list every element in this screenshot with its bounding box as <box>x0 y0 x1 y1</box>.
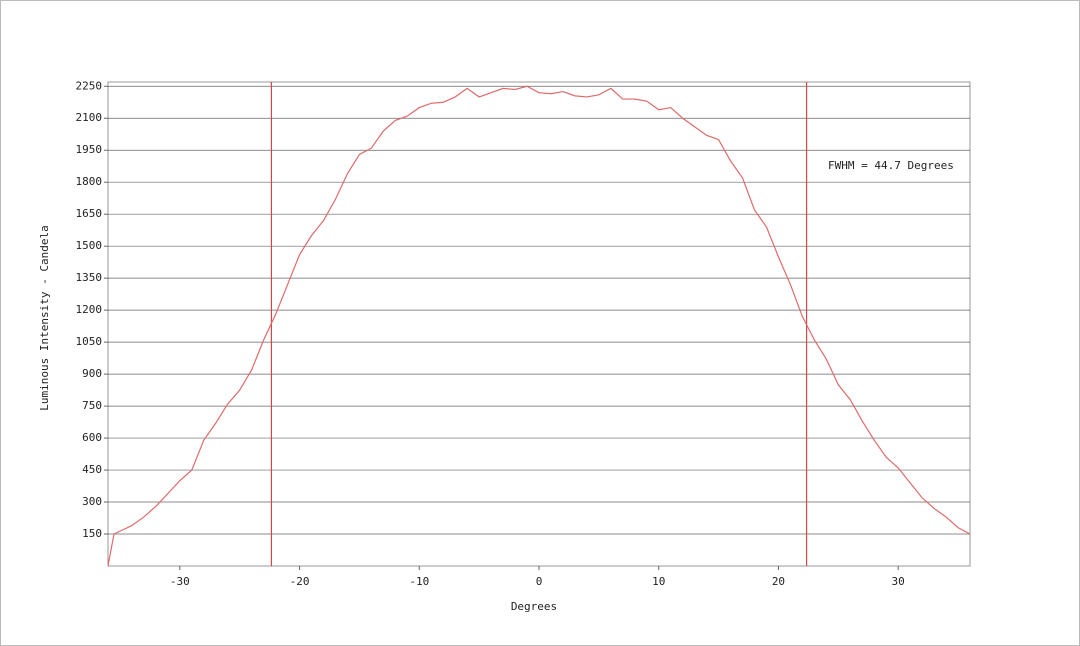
y-tick-label: 2250 <box>76 79 103 92</box>
plot-area <box>107 81 971 567</box>
x-tick-label: 10 <box>652 575 665 588</box>
x-tick-label: -10 <box>409 575 429 588</box>
x-tick-label: -20 <box>290 575 310 588</box>
data-line <box>107 85 971 567</box>
y-tick-label: 150 <box>82 527 102 540</box>
x-tick-label: 0 <box>536 575 543 588</box>
y-tick-label: 1650 <box>76 207 103 220</box>
y-tick-label: 450 <box>82 463 102 476</box>
y-tick-label: 1050 <box>76 335 103 348</box>
y-tick-label: 1200 <box>76 303 103 316</box>
x-tick-label: 30 <box>892 575 905 588</box>
y-axis-label: Luminous Intensity - Candela <box>38 225 51 410</box>
y-tick-label: 1800 <box>76 175 103 188</box>
y-tick-label: 1950 <box>76 143 103 156</box>
y-tick-label: 900 <box>82 367 102 380</box>
x-tick-label: -30 <box>170 575 190 588</box>
y-tick-label: 1350 <box>76 271 103 284</box>
x-tick-label: 20 <box>772 575 785 588</box>
x-axis-label: Degrees <box>511 600 557 613</box>
y-tick-label: 600 <box>82 431 102 444</box>
y-tick-label: 1500 <box>76 239 103 252</box>
annotation: FWHM = 44.7 Degrees <box>828 159 954 172</box>
y-tick-label: 750 <box>82 399 102 412</box>
y-tick-label: 2100 <box>76 111 103 124</box>
y-tick-label: 300 <box>82 495 102 508</box>
